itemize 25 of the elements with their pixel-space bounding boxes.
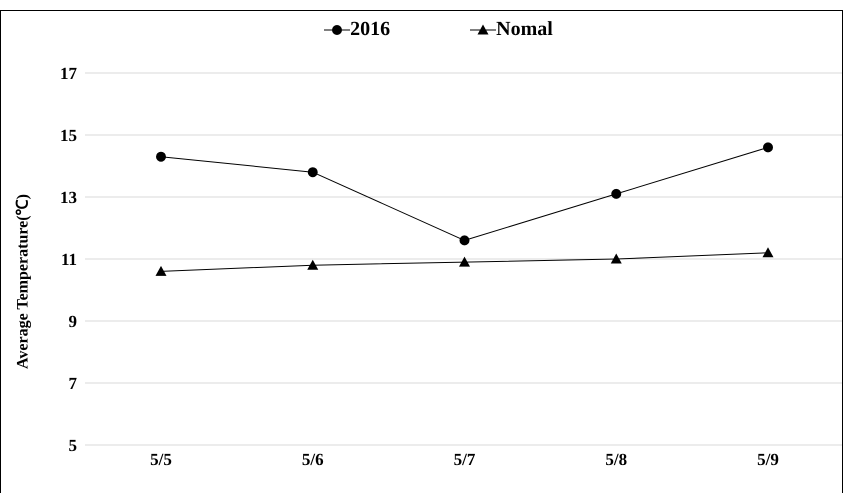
legend-label: Nomal <box>496 18 553 41</box>
y-tick-label: 13 <box>60 188 77 208</box>
point <box>156 152 166 162</box>
legend-label: 2016 <box>350 18 390 41</box>
x-tick-label: 5/8 <box>605 450 628 470</box>
point <box>762 247 774 258</box>
point <box>460 235 470 246</box>
x-tick-label: 5/9 <box>757 450 779 470</box>
y-tick-label: 5 <box>68 436 77 456</box>
point <box>611 188 622 199</box>
y-tick-label: 17 <box>60 64 78 84</box>
x-tick-label: 5/5 <box>150 450 172 470</box>
point <box>307 260 318 270</box>
point <box>459 256 470 267</box>
point <box>610 254 622 264</box>
y-tick-label: 9 <box>68 312 77 332</box>
point <box>156 266 166 276</box>
point <box>308 167 318 178</box>
y-tick-label: 11 <box>60 250 77 270</box>
y-tick-label: 15 <box>60 126 77 146</box>
y-tick-label: 7 <box>68 374 78 394</box>
x-tick-label: 5/7 <box>454 450 476 470</box>
y-axis-title: Average Temperature(℃) <box>14 194 32 369</box>
point <box>763 142 773 152</box>
x-tick-label: 5/6 <box>302 450 324 470</box>
